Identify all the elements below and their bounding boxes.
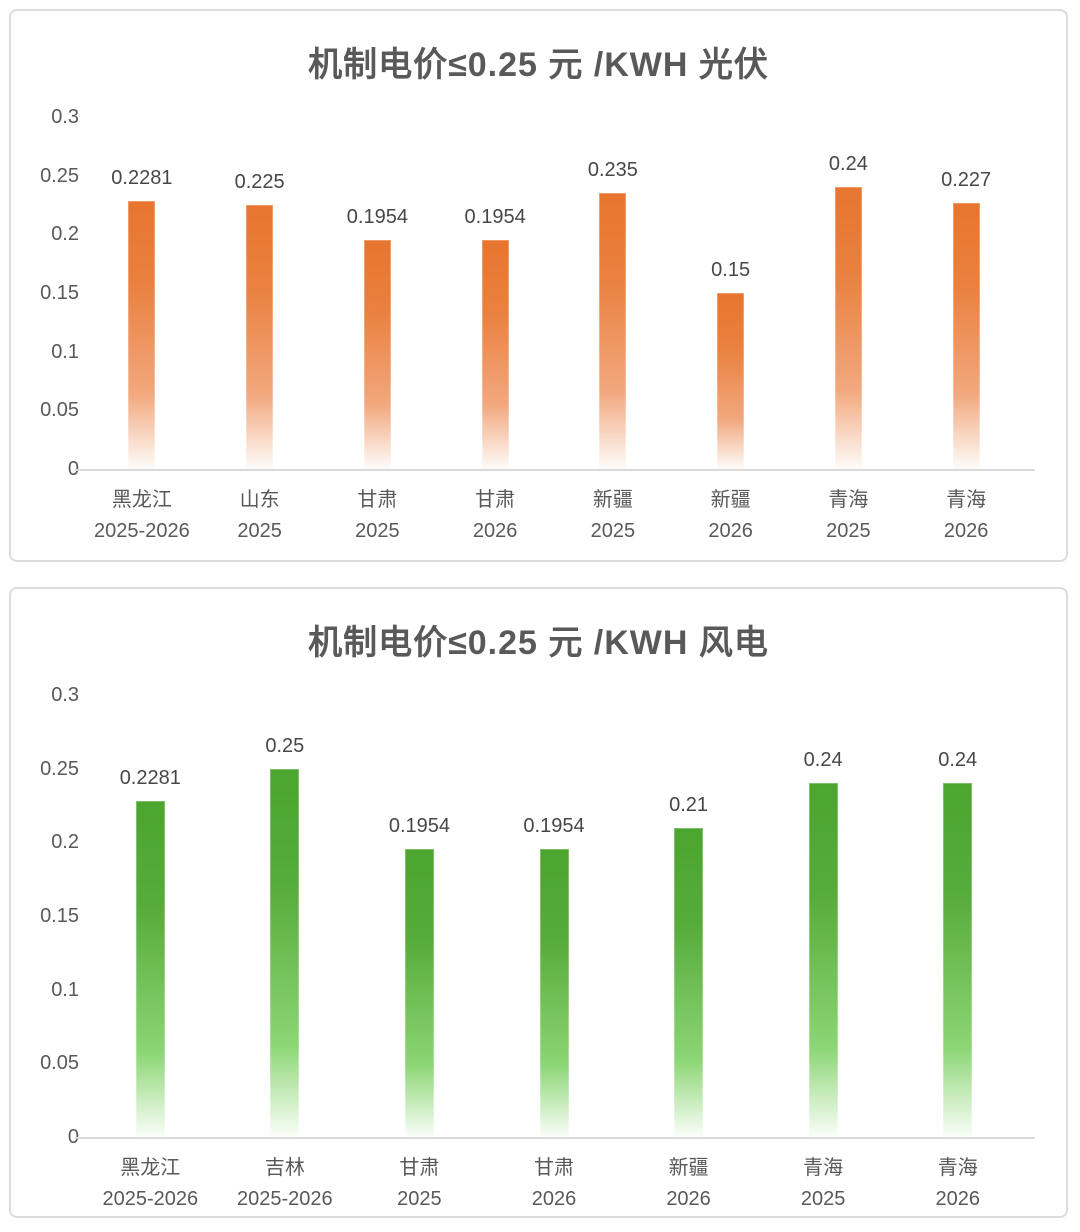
bar-5 xyxy=(808,783,838,1137)
x-category-period: 2026 xyxy=(472,520,518,542)
bar-value-label-0: 0.2281 xyxy=(111,167,173,190)
x-category-period: 2025 xyxy=(355,520,400,542)
bar-2 xyxy=(363,239,391,469)
x-category-label-4: 新疆 2026 xyxy=(614,1153,764,1215)
y-tick-0.1: 0.1 xyxy=(51,978,79,1001)
bar-value-label-2: 0.1954 xyxy=(388,815,450,838)
bar-7 xyxy=(952,202,980,469)
bar-value-label-3: 0.1954 xyxy=(523,815,585,838)
x-category-label-0: 黑龙江 2025-2026 xyxy=(75,1153,225,1215)
x-category-label-1: 山东 2025 xyxy=(185,485,335,547)
bar-value-label-0: 0.2281 xyxy=(119,766,181,789)
x-category-period: 2025 xyxy=(397,1188,442,1210)
x-category-period: 2026 xyxy=(943,520,989,542)
bar-value-label-4: 0.235 xyxy=(587,159,638,182)
bar-value-label-5: 0.15 xyxy=(711,259,751,281)
x-category-region: 甘肃 xyxy=(534,1157,574,1179)
bar-value-label-1: 0.225 xyxy=(234,171,285,193)
y-tick-0.15: 0.15 xyxy=(40,905,79,927)
x-category-label-2: 甘肃 2025 xyxy=(344,1153,494,1215)
x-category-label-4: 新疆 2025 xyxy=(538,485,688,547)
x-category-region: 甘肃 xyxy=(399,1157,440,1179)
x-category-region: 青海 xyxy=(937,1157,978,1179)
y-tick-0: 0 xyxy=(67,1126,79,1148)
wind-chart-title: 机制电价≤0.25 元 /KWH 风电 xyxy=(308,624,769,662)
x-category-region: 吉林 xyxy=(264,1157,305,1179)
x-category-period: 2025-2026 xyxy=(94,520,190,542)
wind-chart: 0 0.05 0.1 0.15 0.2 0.25 0.3 0.2281 黑龙江 2025-2026… xyxy=(11,589,1066,1216)
x-category-period: 2025 xyxy=(590,520,636,542)
x-axis-line xyxy=(75,1137,1035,1139)
x-category-label-6: 青海 2025 xyxy=(773,485,923,547)
bar-6 xyxy=(834,187,862,469)
bar-value-label-3: 0.1954 xyxy=(464,205,526,228)
x-category-period: 2025 xyxy=(826,520,871,542)
x-category-period: 2025 xyxy=(800,1188,846,1210)
y-tick-0.2: 0.2 xyxy=(51,223,79,246)
x-category-region: 甘肃 xyxy=(475,489,516,511)
x-category-label-6: 青海 2026 xyxy=(883,1153,1033,1215)
x-category-region: 新疆 xyxy=(592,489,633,511)
x-category-period: 2026 xyxy=(666,1188,711,1210)
y-tick-0.25: 0.25 xyxy=(40,164,79,187)
x-category-period: 2025 xyxy=(237,520,282,542)
x-category-region: 新疆 xyxy=(710,489,751,511)
bar-1 xyxy=(270,768,300,1137)
y-tick-0.05: 0.05 xyxy=(40,1052,79,1075)
y-tick-0.05: 0.05 xyxy=(40,399,79,422)
y-tick-0.25: 0.25 xyxy=(40,757,79,780)
x-category-period: 2026 xyxy=(935,1188,980,1210)
x-category-region: 山东 xyxy=(239,489,280,511)
y-tick-0.2: 0.2 xyxy=(51,831,79,854)
x-category-region: 甘肃 xyxy=(357,489,398,511)
x-category-region: 新疆 xyxy=(668,1157,709,1179)
y-tick-0.1: 0.1 xyxy=(51,340,79,363)
bar-2 xyxy=(404,849,434,1137)
solar-chart: 0 0.05 0.1 0.15 0.2 0.25 0.3 0.2281 黑龙江 2025-2026… xyxy=(11,11,1066,560)
bar-6 xyxy=(943,783,973,1137)
bar-4 xyxy=(674,827,704,1137)
y-tick-0: 0 xyxy=(67,458,79,480)
x-category-label-5: 青海 2025 xyxy=(748,1153,898,1215)
bar-value-label-6: 0.24 xyxy=(938,749,978,772)
x-category-label-7: 青海 2026 xyxy=(891,485,1041,547)
x-category-label-2: 甘肃 2025 xyxy=(302,485,452,547)
bar-value-label-7: 0.227 xyxy=(941,168,992,191)
bar-4 xyxy=(599,193,627,469)
bar-value-label-2: 0.1954 xyxy=(346,205,408,228)
solar-chart-panel: 机制电价≤0.25 元 /KWH 光伏 0 0.05 0.1 0.15 0.2 0.25 0… xyxy=(9,9,1068,562)
x-category-label-1: 吉林 2025-2026 xyxy=(210,1153,360,1215)
x-category-region: 青海 xyxy=(803,1157,844,1179)
x-axis-line xyxy=(75,469,1035,471)
bar-3 xyxy=(539,849,569,1137)
y-tick-0.3: 0.3 xyxy=(51,684,79,706)
x-category-period: 2026 xyxy=(708,520,753,542)
x-category-period: 2025-2026 xyxy=(102,1188,199,1210)
x-category-period: 2026 xyxy=(531,1188,577,1210)
bar-3 xyxy=(481,239,509,469)
y-tick-0.15: 0.15 xyxy=(40,282,79,304)
x-category-label-5: 新疆 2026 xyxy=(656,485,806,547)
y-tick-0.3: 0.3 xyxy=(51,106,79,128)
bar-0 xyxy=(128,201,156,469)
bar-0 xyxy=(135,800,165,1137)
bar-value-label-5: 0.24 xyxy=(803,749,843,772)
wind-chart-panel: 机制电价≤0.25 元 /KWH 风电 0 0.05 0.1 0.15 0.2 0.25 0… xyxy=(9,587,1068,1218)
bar-value-label-4: 0.21 xyxy=(669,793,709,816)
bar-1 xyxy=(246,205,274,469)
x-category-label-3: 甘肃 2026 xyxy=(420,485,570,547)
bar-5 xyxy=(717,293,745,469)
x-category-region: 青海 xyxy=(828,489,869,511)
bar-value-label-1: 0.25 xyxy=(265,734,305,757)
x-category-region: 青海 xyxy=(946,489,987,511)
x-category-region: 黑龙江 xyxy=(111,489,172,511)
x-category-region: 黑龙江 xyxy=(120,1157,181,1179)
solar-chart-title: 机制电价≤0.25 元 /KWH 光伏 xyxy=(308,46,769,84)
bar-value-label-6: 0.24 xyxy=(828,153,868,176)
x-category-label-3: 甘肃 2026 xyxy=(479,1153,629,1215)
x-category-label-0: 黑龙江 2025-2026 xyxy=(67,485,217,547)
x-category-period: 2025-2026 xyxy=(237,1188,333,1210)
